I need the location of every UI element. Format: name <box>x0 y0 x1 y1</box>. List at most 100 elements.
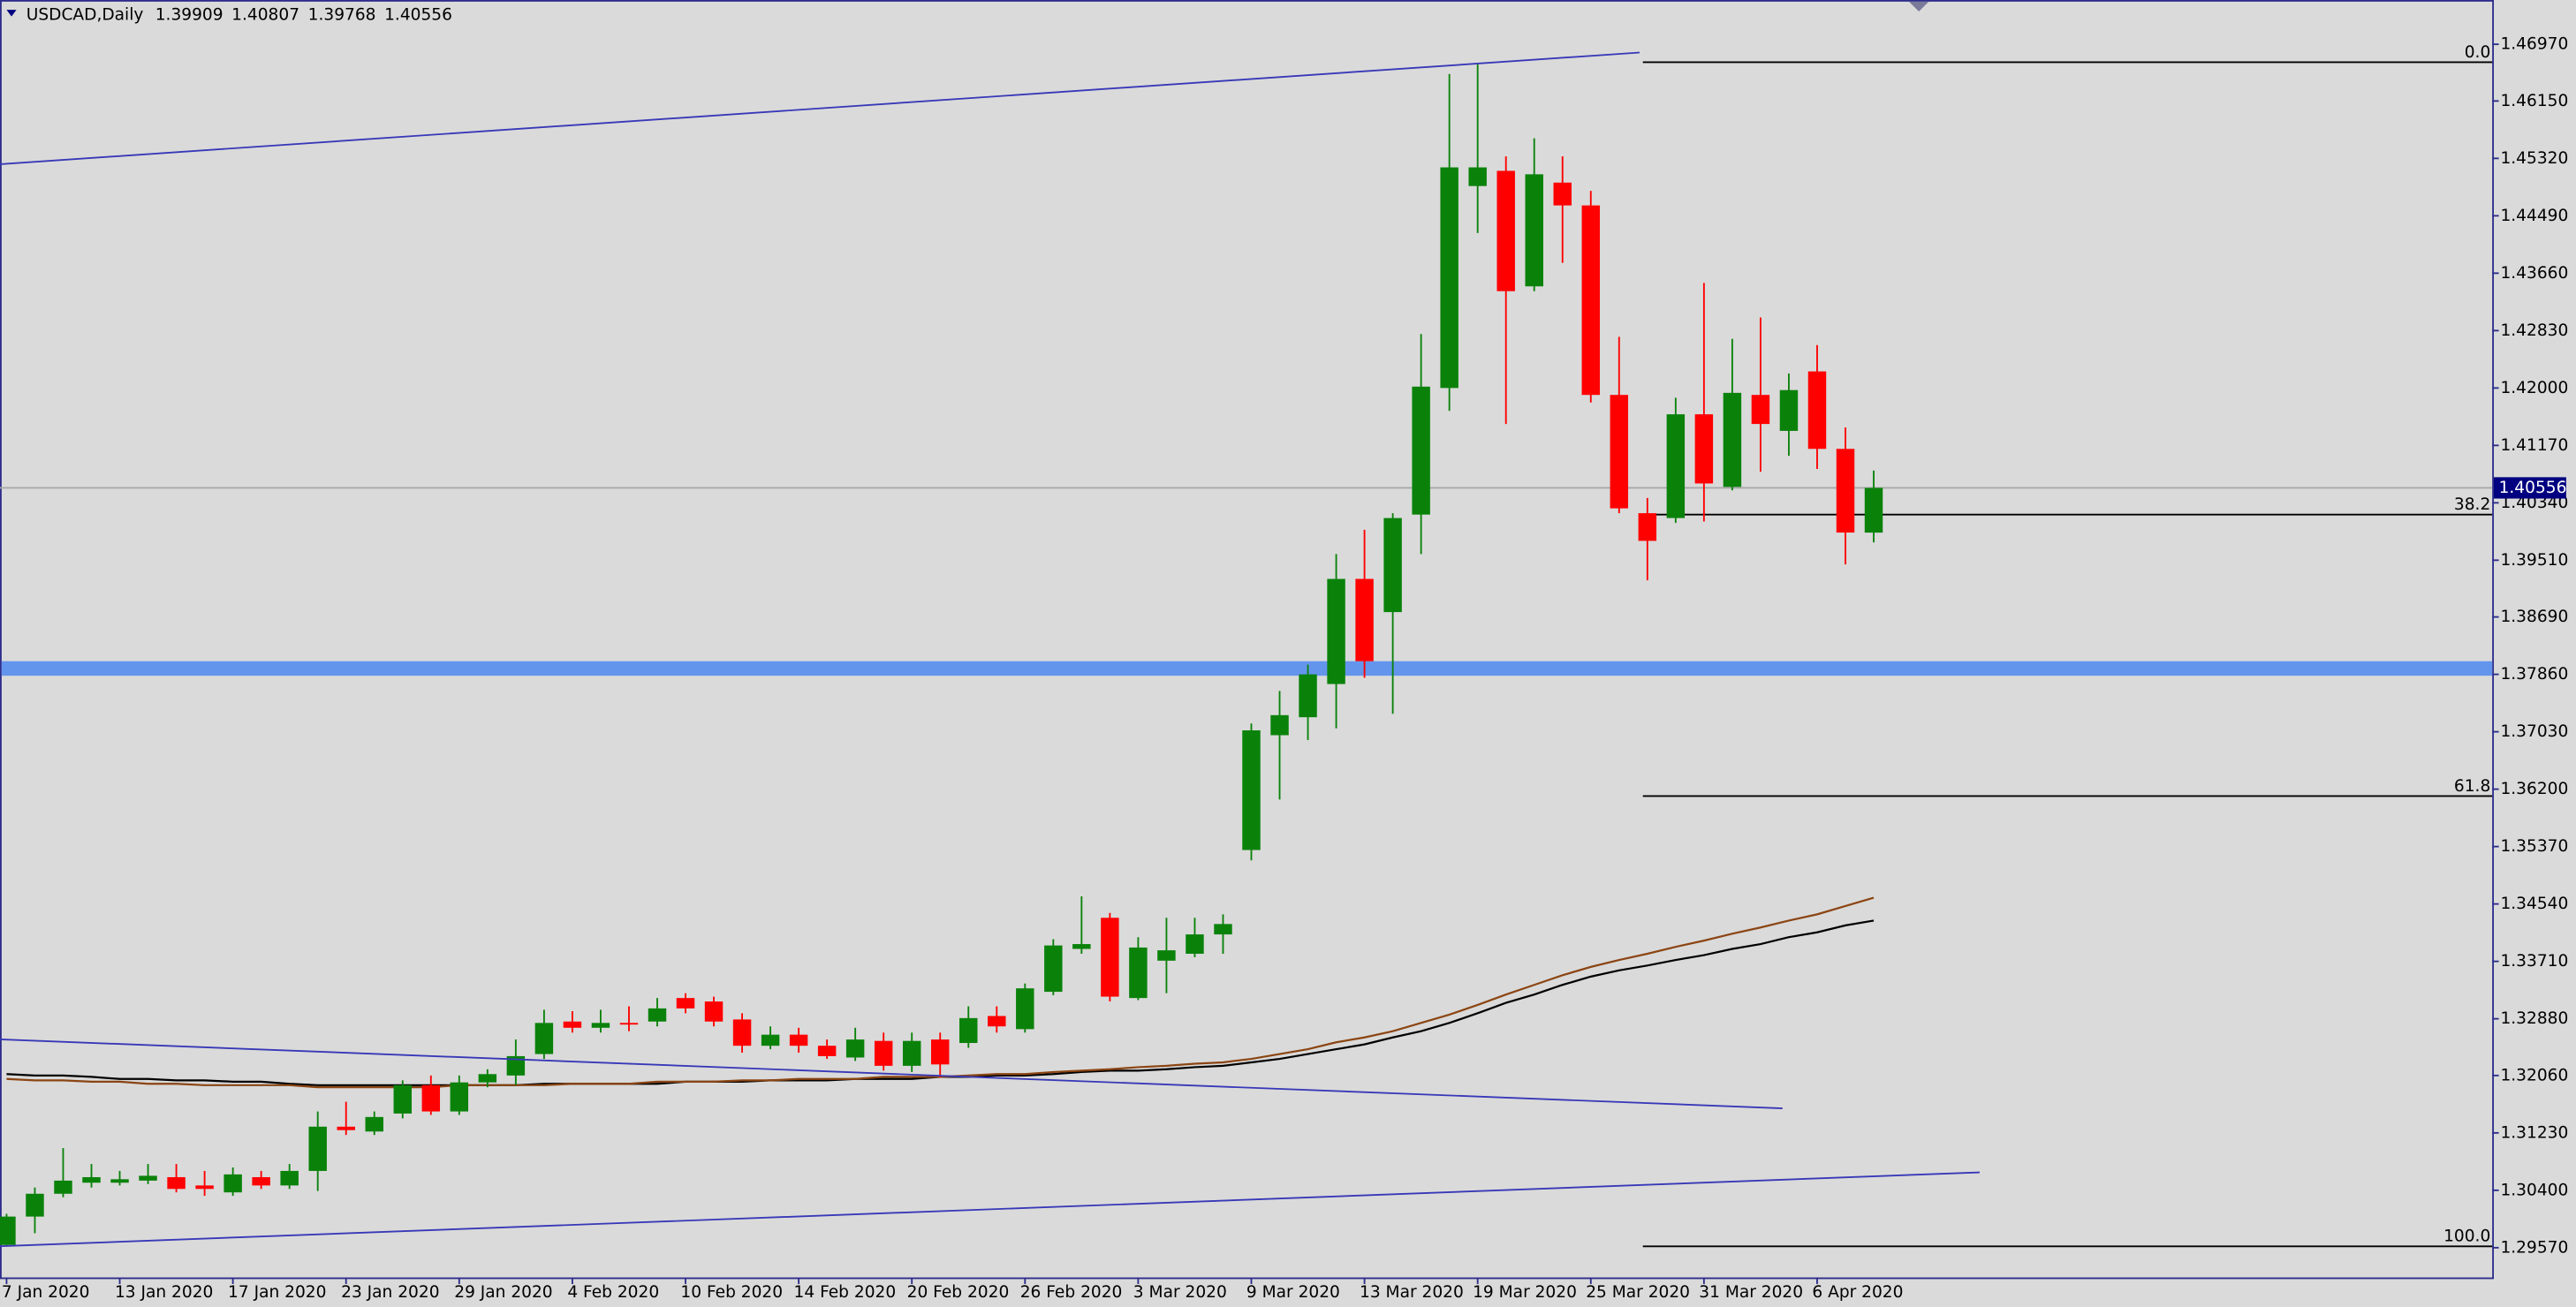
chart-header: USDCAD,Daily 1.39909 1.40807 1.39768 1.4… <box>27 5 452 24</box>
candle-body <box>817 1046 837 1056</box>
candle-body <box>478 1074 497 1083</box>
candle-body <box>82 1176 101 1183</box>
candle-body <box>365 1116 383 1132</box>
y-tick-label: 1.45320 <box>2500 149 2568 168</box>
x-tick-label: 13 Mar 2020 <box>1360 1283 1464 1302</box>
candle-body <box>506 1055 526 1076</box>
candle-body <box>1496 170 1515 291</box>
x-tick-label: 7 Jan 2020 <box>2 1283 90 1302</box>
candle-body <box>676 998 695 1009</box>
candle-body <box>1836 449 1855 533</box>
candle-body <box>1355 578 1374 661</box>
header-low: 1.39768 <box>308 5 376 24</box>
chart-title: USDCAD,Daily <box>27 5 144 24</box>
y-tick-label: 1.42000 <box>2500 379 2568 397</box>
x-tick-label: 4 Feb 2020 <box>567 1283 659 1302</box>
candle-body <box>1610 395 1629 509</box>
candle-body <box>1666 414 1686 518</box>
candle-body <box>534 1023 554 1054</box>
y-tick-label: 1.37860 <box>2500 665 2568 684</box>
x-tick-label: 19 Mar 2020 <box>1473 1283 1577 1302</box>
candle-body <box>26 1193 44 1217</box>
trend-line <box>0 1171 1980 1248</box>
y-tick-label: 1.34540 <box>2500 895 2568 913</box>
y-tick-label: 1.30400 <box>2500 1181 2568 1199</box>
candle-body <box>761 1034 780 1046</box>
candle-body <box>1468 167 1487 186</box>
plot-layer: 1.46970 1.46150 1.45320 1.44490 1.43660 1.428… <box>0 35 2568 1302</box>
candle-body <box>110 1179 129 1183</box>
menu-triangle <box>6 10 17 17</box>
support-zone <box>1 661 2493 676</box>
candle-body <box>591 1023 610 1028</box>
y-tick-label: 1.29570 <box>2500 1238 2568 1257</box>
candle-body <box>195 1185 214 1190</box>
candle-body <box>393 1084 413 1114</box>
candle-body <box>902 1040 921 1066</box>
candle-body <box>308 1126 327 1171</box>
candle-body <box>1525 174 1543 287</box>
y-tick-label: 1.46970 <box>2500 35 2568 54</box>
y-tick-label: 1.33710 <box>2500 952 2568 971</box>
trend-line <box>0 1039 1783 1109</box>
candle-body <box>54 1180 72 1194</box>
plot-frame <box>0 0 2495 1280</box>
header-high: 1.40807 <box>231 5 299 24</box>
candle-body <box>988 1016 1006 1027</box>
candle-body <box>1723 392 1742 487</box>
candle-body <box>1072 944 1091 949</box>
x-tick-label: 20 Feb 2020 <box>907 1283 1010 1302</box>
x-tick-label: 14 Feb 2020 <box>794 1283 897 1302</box>
y-tick-label: 1.42830 <box>2500 321 2568 340</box>
x-tick-label: 13 Jan 2020 <box>115 1283 213 1302</box>
fib-label: 38.2 <box>2454 495 2490 514</box>
candle-body <box>732 1019 752 1046</box>
x-tick-label: 23 Jan 2020 <box>341 1283 439 1302</box>
candle-body <box>1553 182 1572 206</box>
candle-body <box>1044 945 1063 993</box>
fib-label: 0.0 <box>2465 43 2491 62</box>
y-tick-label: 1.39510 <box>2500 551 2568 570</box>
candle-body <box>1242 730 1261 850</box>
candle-body <box>1412 386 1430 515</box>
candle-body <box>1129 947 1148 999</box>
y-tick-label: 1.46150 <box>2500 92 2568 110</box>
candle-body <box>1157 950 1176 961</box>
candle-body <box>1779 389 1799 431</box>
candle-body <box>1694 414 1714 484</box>
candle-body <box>1440 167 1458 389</box>
y-tick-label: 1.38690 <box>2500 608 2568 626</box>
fib-label: 100.0 <box>2443 1228 2490 1246</box>
current-price-label: 1.40556 <box>2499 479 2567 497</box>
candle-body <box>252 1176 270 1186</box>
y-tick-label: 1.43660 <box>2500 264 2568 283</box>
candle-body <box>931 1039 950 1065</box>
candle-body <box>167 1176 186 1190</box>
candle-body <box>1186 934 1204 955</box>
candle-body <box>704 1001 724 1022</box>
x-tick-label: 17 Jan 2020 <box>228 1283 326 1302</box>
candle-body <box>224 1174 242 1193</box>
scroll-marker <box>1908 1 1929 12</box>
x-tick-label: 31 Mar 2020 <box>1699 1283 1803 1302</box>
candle-body <box>1864 487 1883 533</box>
x-tick-label: 3 Mar 2020 <box>1133 1283 1227 1302</box>
y-tick-label: 1.44490 <box>2500 207 2568 225</box>
candle-body <box>0 1216 16 1245</box>
candle-body <box>1214 924 1232 935</box>
candle-body <box>1638 513 1657 541</box>
candle-body <box>1270 714 1289 736</box>
x-tick-label: 9 Mar 2020 <box>1246 1283 1340 1302</box>
candle-body <box>1327 578 1345 684</box>
candle-body <box>1581 205 1601 396</box>
current-price-tag <box>2494 477 2566 499</box>
header-open: 1.39909 <box>155 5 224 24</box>
x-tick-label: 10 Feb 2020 <box>680 1283 783 1302</box>
candle-body <box>619 1023 639 1025</box>
candle-body <box>1751 395 1770 425</box>
x-tick-label: 6 Apr 2020 <box>1812 1283 1903 1302</box>
candle-body <box>563 1021 582 1028</box>
candle-body <box>1807 371 1827 450</box>
